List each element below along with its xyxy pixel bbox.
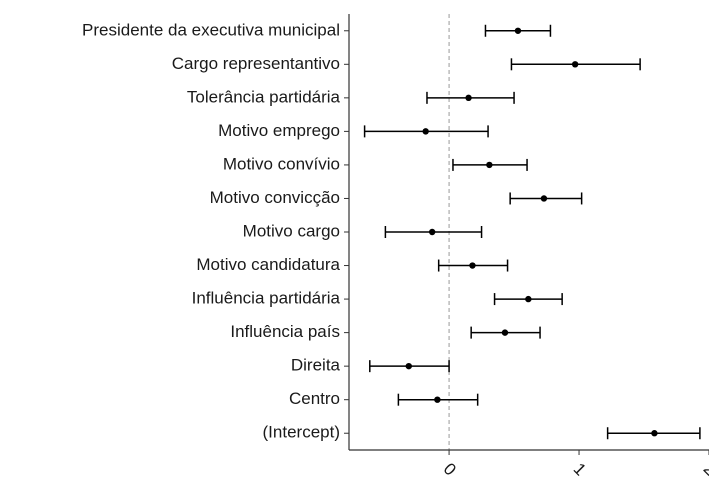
y-tick-label: Influência país bbox=[230, 322, 340, 341]
y-tick-label: Motivo cargo bbox=[243, 221, 340, 240]
point bbox=[514, 27, 522, 34]
y-tick-label: (Intercept) bbox=[263, 423, 340, 442]
point bbox=[405, 362, 412, 370]
y-tick-label: Presidente da executiva municipal bbox=[82, 20, 340, 39]
y-tick-label: Direita bbox=[291, 356, 341, 375]
point bbox=[501, 329, 509, 336]
point bbox=[651, 430, 658, 437]
y-tick-label: Motivo convicção bbox=[210, 188, 340, 207]
y-tick-label: Motivo candidatura bbox=[196, 255, 340, 274]
point bbox=[469, 262, 476, 269]
y-tick-label: Centro bbox=[289, 389, 340, 408]
point bbox=[465, 94, 472, 102]
point bbox=[540, 195, 548, 202]
x-tick-label: 1 bbox=[570, 459, 590, 479]
point bbox=[434, 396, 441, 403]
point bbox=[422, 128, 429, 135]
y-tick-label: Motivo convívio bbox=[223, 154, 340, 173]
point bbox=[486, 161, 493, 169]
x-tick-label: 0 bbox=[440, 459, 460, 479]
y-tick-label: Motivo emprego bbox=[218, 121, 340, 140]
x-tick-label: 2 bbox=[700, 459, 709, 479]
y-tick-label: Cargo representantivo bbox=[172, 54, 340, 73]
y-tick-label: Tolerância partidária bbox=[187, 87, 341, 106]
point bbox=[525, 295, 532, 303]
point bbox=[428, 228, 436, 236]
y-tick-label: Influência partidária bbox=[192, 289, 341, 308]
point bbox=[571, 61, 579, 68]
